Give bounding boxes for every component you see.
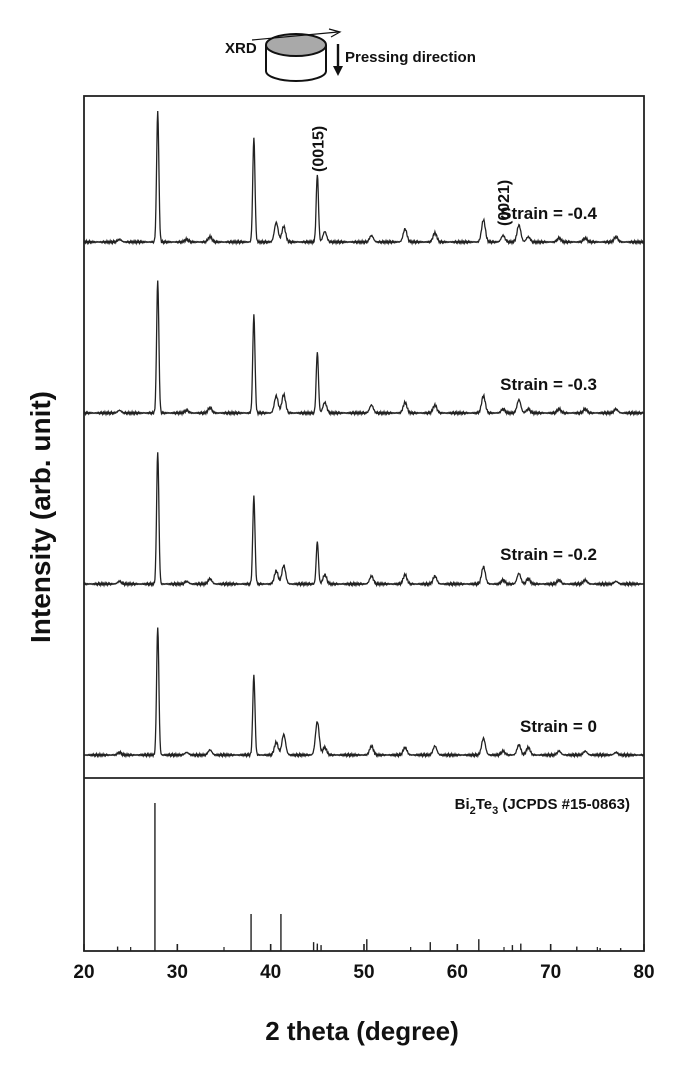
series-line [83, 452, 645, 588]
series-line [83, 110, 645, 246]
series-label: Strain = 0 [520, 717, 597, 736]
x-tick-label: 60 [447, 962, 468, 983]
xrd-beam-arrowhead [328, 28, 342, 38]
x-tick-label: 80 [633, 962, 654, 983]
peak-label: (0021) [496, 180, 513, 226]
x-tick-label: 40 [260, 962, 281, 983]
spectra-group: Strain = -0.4 Strain = -0.3 Strain = -0.2 S… [83, 110, 645, 759]
series-line [83, 280, 645, 417]
series-line [83, 627, 645, 759]
x-tick-label: 20 [73, 962, 94, 983]
xrd-label: XRD [225, 40, 257, 57]
peak-label: (0015) [310, 126, 327, 172]
plot-frame [83, 95, 645, 952]
x-tick-label: 50 [353, 962, 374, 983]
series-label: Strain = -0.3 [500, 375, 597, 394]
reference-label: Bi2Te3 (JCPDS #15-0863) [455, 796, 630, 817]
x-axis: 20 30 40 50 60 70 80 [73, 944, 655, 983]
pressing-direction-label: Pressing direction [345, 49, 476, 66]
cylinder-top [265, 33, 327, 57]
y-axis-label: Intensity (arb. unit) [25, 391, 56, 643]
x-axis-label: 2 theta (degree) [265, 1016, 459, 1046]
reference-pattern-group [116, 803, 622, 951]
xrd-beam-line [251, 31, 339, 41]
series-label: Strain = -0.2 [500, 545, 597, 564]
x-tick-label: 30 [167, 962, 188, 983]
series-label: Strain = -0.4 [500, 204, 597, 223]
pressing-arrow-head [333, 66, 343, 76]
x-tick-label: 70 [540, 962, 561, 983]
sample-schematic: XRD Pressing direction [225, 28, 476, 82]
